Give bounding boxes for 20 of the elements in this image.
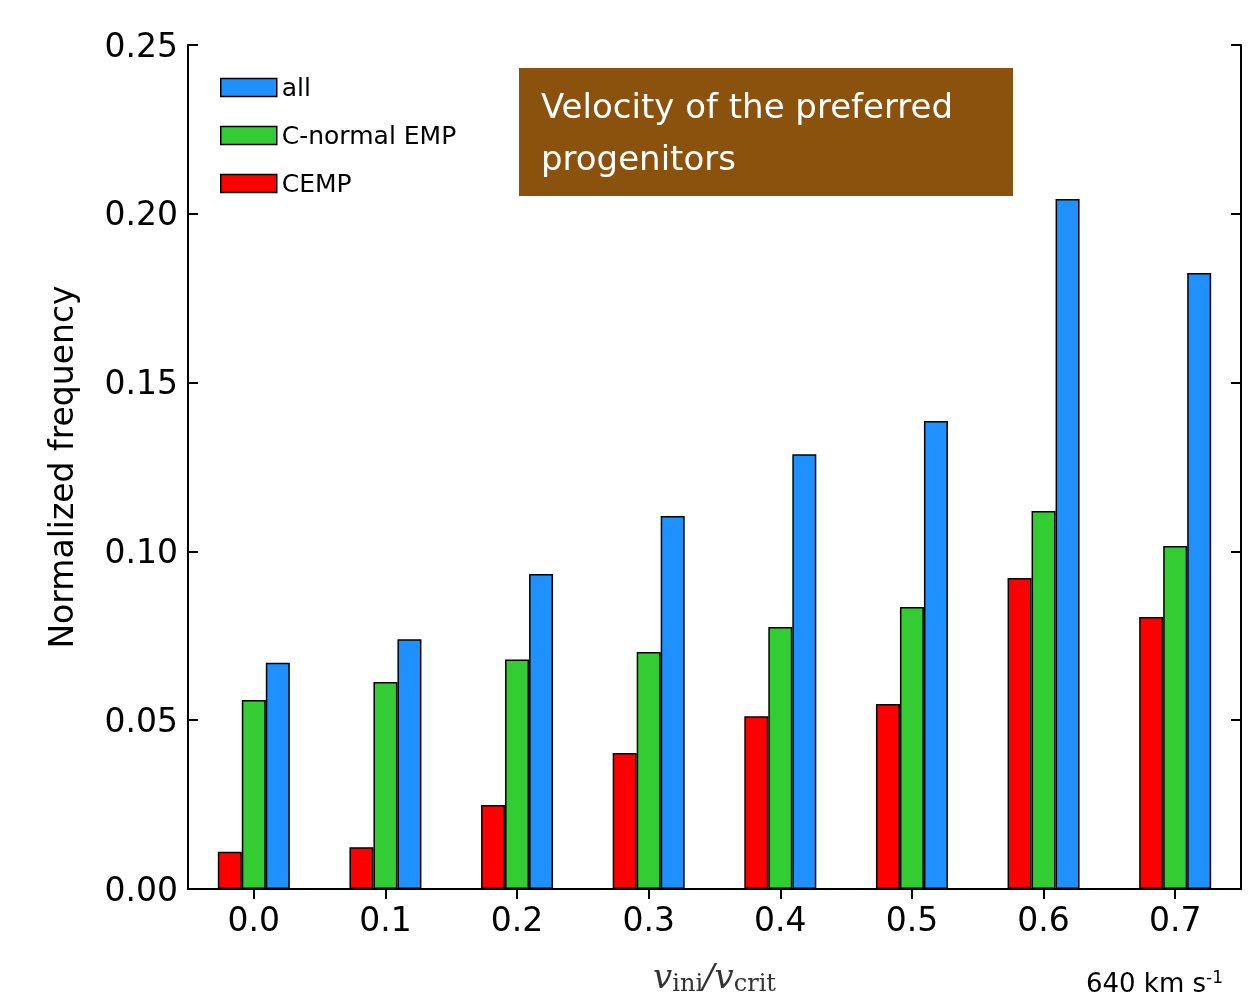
x-tick-label: 0.2: [490, 900, 544, 939]
y-tick-label: 0.05: [104, 700, 178, 740]
y-tick-label: 0.20: [104, 194, 178, 234]
y-tick-label: 0.25: [104, 25, 178, 65]
x-tick-label: 0.5: [885, 900, 939, 939]
x-tick-label: 0.1: [359, 900, 412, 939]
legend-label: all: [281, 73, 311, 102]
y-tick-label: 0.15: [104, 363, 178, 403]
legend-label: C-normal EMP: [281, 121, 457, 150]
x-axis-title: vini/vcrit: [653, 956, 777, 997]
x-tick-label: 0.4: [754, 900, 807, 939]
y-tick-label: 0.10: [104, 531, 178, 571]
y-axis-title: Normalized frequency: [42, 285, 81, 649]
x-tick-label: 0.0: [227, 900, 281, 939]
x-tick-label: 0.7: [1148, 900, 1202, 939]
legend-label: CEMP: [281, 169, 352, 198]
text: Velocity of the preferred progenitors: [541, 86, 964, 178]
x-tick-label: 0.3: [622, 900, 675, 939]
y-tick-label: 0.00: [104, 869, 178, 909]
x-tick-label: 0.6: [1017, 900, 1070, 939]
